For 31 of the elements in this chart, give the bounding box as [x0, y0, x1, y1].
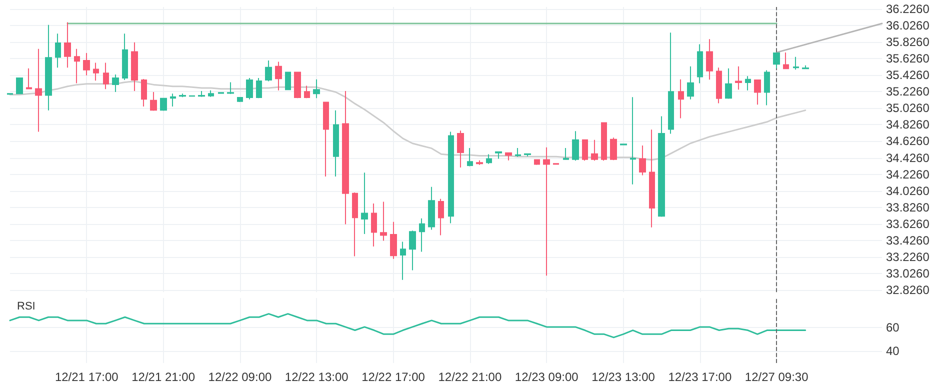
y-tick-label: 33.4260: [886, 233, 930, 248]
x-tick-label: 12/22 17:00: [362, 370, 426, 384]
y-tick-label: 33.8260: [886, 200, 930, 214]
y-tick-label: 35.2260: [886, 84, 930, 99]
y-tick-label: 34.0260: [886, 184, 930, 198]
chart-title: RSI: [17, 300, 36, 312]
y-tick-label: 36.2260: [886, 2, 930, 16]
y-tick-label: 34.8260: [886, 118, 930, 132]
x-tick-label: 12/21 17:00: [54, 370, 119, 384]
y-tick-label: 34.6260: [886, 134, 930, 148]
x-tick-label: 12/23 09:00: [514, 370, 579, 384]
x-tick-label: 12/27 09:30: [744, 370, 809, 384]
y-tick-label: 32.8260: [886, 283, 930, 297]
x-tick-label: 12/23 17:00: [668, 370, 732, 384]
x-tick-label: 12/21 21:00: [132, 370, 196, 384]
y-tick-label: 35.8260: [886, 35, 930, 50]
y-tick-label: 35.6260: [886, 52, 930, 66]
y-tick-label: 40: [886, 344, 900, 358]
y-tick-label: 34.4260: [886, 150, 930, 165]
y-tick-label: 34.2260: [886, 167, 930, 182]
y-tick-label: 33.2260: [886, 250, 930, 264]
y-tick-label: 60: [886, 320, 900, 335]
y-tick-label: 35.0260: [886, 101, 930, 116]
y-tick-label: 36.0260: [886, 18, 930, 33]
x-tick-label: 12/23 13:00: [592, 370, 656, 384]
y-tick-label: 33.0260: [886, 266, 930, 280]
y-tick-label: 35.4260: [886, 68, 930, 82]
y-tick-label: 33.6260: [886, 216, 930, 231]
x-tick-label: 12/22 21:00: [438, 370, 502, 384]
x-tick-label: 12/22 13:00: [284, 370, 349, 384]
x-tick-label: 12/22 09:00: [208, 370, 272, 384]
